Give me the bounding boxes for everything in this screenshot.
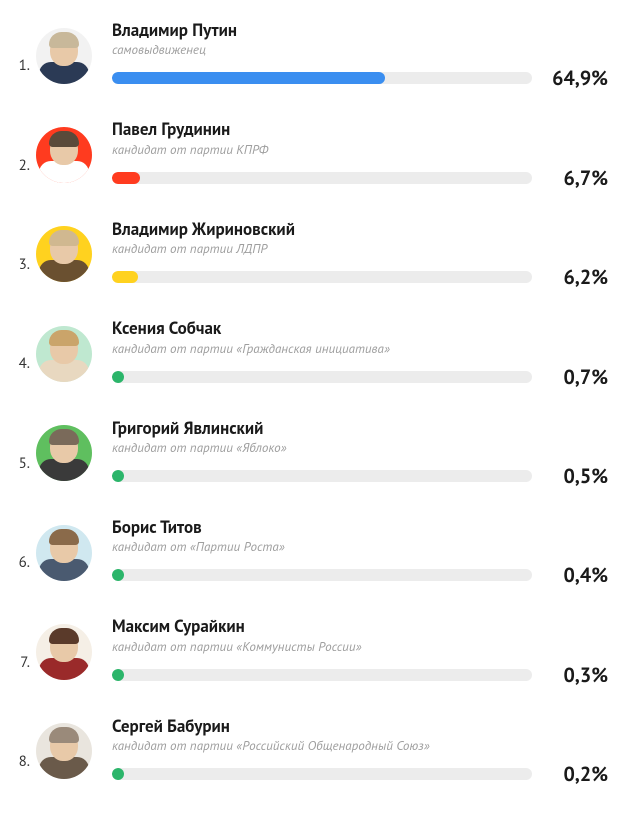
bar-track [112, 768, 532, 780]
candidate-row: 7. Максим Сурайкин кандидат от партии «К… [8, 616, 608, 687]
bar-track [112, 72, 532, 84]
bar-wrap: 0,2% [112, 761, 608, 787]
bar-track [112, 172, 532, 184]
bar-fill [112, 271, 138, 283]
percent-label: 0,5% [546, 463, 608, 489]
bar-fill [112, 768, 124, 780]
candidate-info: Борис Титов кандидат от «Партии Роста» 0… [112, 517, 608, 588]
percent-label: 6,7% [546, 165, 608, 191]
candidate-ranking-list: 1. Владимир Путин самовыдвиженец 64,9% 2… [8, 20, 608, 787]
percent-label: 0,4% [546, 562, 608, 588]
candidate-name: Павел Грудинин [112, 119, 608, 139]
candidate-row: 5. Григорий Явлинский кандидат от партии… [8, 418, 608, 489]
candidate-info: Максим Сурайкин кандидат от партии «Комм… [112, 616, 608, 687]
candidate-row: 3. Владимир Жириновский кандидат от парт… [8, 219, 608, 290]
candidate-name: Григорий Явлинский [112, 418, 608, 438]
candidate-avatar [36, 28, 92, 84]
bar-fill [112, 470, 124, 482]
avatar-hair [49, 429, 79, 445]
percent-label: 0,3% [546, 662, 608, 688]
candidate-row: 4. Ксения Собчак кандидат от партии «Гра… [8, 318, 608, 389]
percent-label: 0,7% [546, 364, 608, 390]
candidate-name: Владимир Путин [112, 20, 608, 40]
candidate-name: Ксения Собчак [112, 318, 608, 338]
bar-track [112, 271, 532, 283]
candidate-avatar [36, 326, 92, 382]
candidate-avatar [36, 624, 92, 680]
rank-number: 1. [8, 56, 36, 75]
candidate-row: 1. Владимир Путин самовыдвиженец 64,9% [8, 20, 608, 91]
bar-track [112, 669, 532, 681]
bar-fill [112, 172, 140, 184]
avatar-hair [49, 230, 79, 246]
candidate-name: Борис Титов [112, 517, 608, 537]
candidate-info: Григорий Явлинский кандидат от партии «Я… [112, 418, 608, 489]
bar-wrap: 0,7% [112, 364, 608, 390]
rank-number: 6. [8, 553, 36, 572]
bar-wrap: 0,4% [112, 562, 608, 588]
candidate-info: Ксения Собчак кандидат от партии «Гражда… [112, 318, 608, 389]
candidate-party: кандидат от партии «Яблоко» [112, 439, 608, 456]
percent-label: 6,2% [546, 264, 608, 290]
bar-wrap: 64,9% [112, 65, 608, 91]
candidate-avatar [36, 425, 92, 481]
bar-fill [112, 669, 124, 681]
bar-fill [112, 569, 124, 581]
candidate-name: Максим Сурайкин [112, 616, 608, 636]
rank-number: 3. [8, 255, 36, 274]
candidate-party: кандидат от партии КПРФ [112, 141, 608, 158]
avatar-hair [49, 727, 79, 743]
percent-label: 0,2% [546, 761, 608, 787]
bar-fill [112, 371, 124, 383]
avatar-hair [49, 529, 79, 545]
bar-fill [112, 72, 385, 84]
candidate-row: 6. Борис Титов кандидат от «Партии Роста… [8, 517, 608, 588]
candidate-name: Сергей Бабурин [112, 716, 608, 736]
candidate-avatar [36, 525, 92, 581]
bar-track [112, 569, 532, 581]
bar-wrap: 0,5% [112, 463, 608, 489]
candidate-party: самовыдвиженец [112, 41, 608, 58]
candidate-party: кандидат от «Партии Роста» [112, 538, 608, 555]
avatar-hair [49, 330, 79, 346]
candidate-info: Павел Грудинин кандидат от партии КПРФ 6… [112, 119, 608, 190]
candidate-avatar [36, 226, 92, 282]
candidate-party: кандидат от партии ЛДПР [112, 240, 608, 257]
bar-track [112, 470, 532, 482]
avatar-hair [49, 628, 79, 644]
rank-number: 4. [8, 354, 36, 373]
candidate-info: Владимир Жириновский кандидат от партии … [112, 219, 608, 290]
rank-number: 5. [8, 454, 36, 473]
candidate-party: кандидат от партии «Гражданская инициати… [112, 340, 608, 357]
bar-track [112, 371, 532, 383]
bar-wrap: 6,7% [112, 165, 608, 191]
candidate-row: 8. Сергей Бабурин кандидат от партии «Ро… [8, 716, 608, 787]
candidate-avatar [36, 723, 92, 779]
avatar-hair [49, 32, 79, 48]
percent-label: 64,9% [546, 65, 608, 91]
candidate-party: кандидат от партии «Коммунисты России» [112, 638, 608, 655]
avatar-hair [49, 131, 79, 147]
bar-wrap: 0,3% [112, 662, 608, 688]
candidate-avatar [36, 127, 92, 183]
candidate-row: 2. Павел Грудинин кандидат от партии КПР… [8, 119, 608, 190]
rank-number: 8. [8, 752, 36, 771]
rank-number: 2. [8, 156, 36, 175]
candidate-party: кандидат от партии «Российский Общенарод… [112, 737, 608, 754]
bar-wrap: 6,2% [112, 264, 608, 290]
candidate-name: Владимир Жириновский [112, 219, 608, 239]
candidate-info: Сергей Бабурин кандидат от партии «Росси… [112, 716, 608, 787]
candidate-info: Владимир Путин самовыдвиженец 64,9% [112, 20, 608, 91]
rank-number: 7. [8, 653, 36, 672]
